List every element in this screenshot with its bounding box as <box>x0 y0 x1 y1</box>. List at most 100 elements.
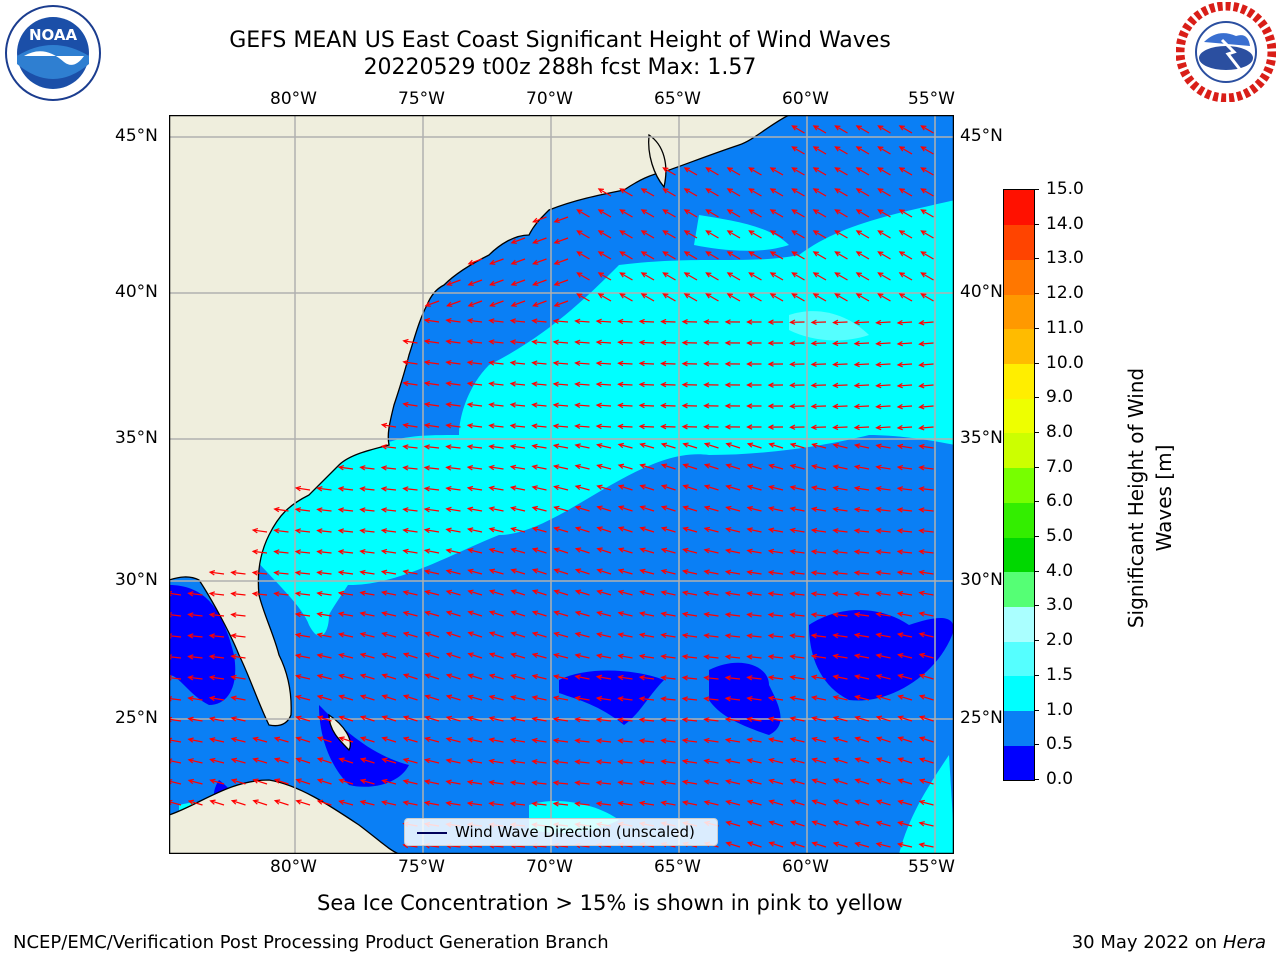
wind-wave-arrowhead <box>423 401 431 408</box>
wind-wave-arrow <box>597 527 612 533</box>
wind-wave-arrowhead <box>488 652 496 658</box>
wind-wave-arrow <box>360 758 375 764</box>
wind-wave-arrowhead <box>466 318 474 324</box>
wind-wave-arrow <box>855 758 870 764</box>
wind-wave-arrowhead <box>748 272 755 278</box>
wind-wave-arrowhead <box>855 251 862 257</box>
wind-wave-arrowhead <box>295 778 302 784</box>
wind-wave-arrowhead <box>683 251 690 257</box>
wind-wave-arrowhead <box>724 403 731 409</box>
wind-wave-arrow <box>532 341 547 344</box>
wind-wave-arrowhead <box>898 251 905 257</box>
wind-wave-arrowhead <box>811 820 818 826</box>
wind-wave-arrowhead <box>553 484 560 491</box>
wind-wave-arrow <box>382 779 397 785</box>
wind-wave-arrow <box>403 550 418 554</box>
wind-wave-arrowhead <box>402 569 409 575</box>
wind-wave-arrowhead <box>810 361 817 368</box>
wind-wave-arrowhead <box>595 780 602 786</box>
wind-wave-arrow <box>360 466 375 470</box>
wind-wave-arrow <box>317 571 332 575</box>
wind-wave-arrow <box>446 361 461 365</box>
lon-label-top: 65°W <box>654 89 701 109</box>
wind-wave-arrowhead <box>338 778 345 784</box>
wind-wave-arrowhead <box>660 611 667 617</box>
wind-wave-arrowhead <box>918 736 926 742</box>
wind-wave-arrowhead <box>855 146 862 152</box>
wind-wave-arrow <box>833 405 848 408</box>
wind-wave-arrowhead <box>337 570 345 576</box>
wind-wave-arrow <box>425 340 440 344</box>
wind-wave-arrow <box>876 571 891 575</box>
wind-wave-arrowhead <box>639 526 646 532</box>
wind-wave-arrow <box>856 125 870 134</box>
wind-wave-arrowhead <box>767 361 774 367</box>
wind-wave-arrow <box>790 613 805 617</box>
wind-wave-arrowhead <box>617 632 624 638</box>
wind-wave-arrow <box>921 167 934 176</box>
wind-wave-arrow <box>835 272 848 281</box>
wind-wave-arrow <box>856 272 870 281</box>
wind-wave-arrow <box>835 230 848 239</box>
wind-wave-arrowhead <box>402 465 409 471</box>
wind-wave-arrowhead <box>875 424 882 431</box>
colorbar-bin <box>1004 745 1034 781</box>
wind-wave-arrowhead <box>510 280 517 286</box>
wind-wave-arrow <box>575 485 590 491</box>
wind-wave-arrowhead <box>423 359 431 366</box>
wind-wave-arrow <box>899 293 913 302</box>
wind-wave-arrowhead <box>445 568 452 575</box>
wind-wave-arrow <box>661 676 676 680</box>
wind-wave-arrow <box>618 739 633 743</box>
wind-wave-arrowhead <box>466 527 474 533</box>
wind-wave-arrowhead <box>812 293 819 299</box>
wind-wave-arrow <box>620 209 633 218</box>
wind-wave-arrowhead <box>832 612 839 618</box>
wind-wave-arrowhead <box>467 652 474 658</box>
wind-wave-arrow <box>856 293 870 302</box>
wind-wave-arrowhead <box>769 293 776 299</box>
wind-wave-arrowhead <box>574 381 581 387</box>
wind-wave-arrowhead <box>724 590 732 597</box>
wind-wave-arrow <box>296 695 311 701</box>
wind-wave-arrowhead <box>746 654 753 660</box>
wind-wave-arrowhead <box>466 423 474 429</box>
wind-wave-arrowhead <box>920 167 927 173</box>
wind-wave-arrowhead <box>769 272 776 278</box>
wind-wave-arrowhead <box>832 757 840 763</box>
colorbar-tick-mark <box>1034 189 1039 190</box>
wind-wave-arrowhead <box>918 632 925 638</box>
wind-wave-arrow <box>878 272 891 281</box>
wind-wave-arrowhead <box>380 590 388 596</box>
wind-wave-arrow <box>640 506 655 512</box>
wind-wave-arrowhead <box>810 506 818 513</box>
wind-wave-arrow <box>274 758 289 764</box>
wind-wave-arrow <box>425 424 440 428</box>
wind-wave-arrowhead <box>724 382 731 388</box>
wind-wave-arrow <box>446 759 461 764</box>
wind-wave-arrowhead <box>724 361 731 367</box>
wind-wave-arrow <box>489 445 504 449</box>
wind-wave-arrowhead <box>445 694 453 700</box>
wind-wave-arrowhead <box>597 230 604 236</box>
wind-wave-arrow <box>792 146 805 155</box>
wind-wave-arrowhead <box>510 695 517 701</box>
wind-wave-arrow <box>899 188 913 197</box>
wind-wave-arrow <box>489 695 504 701</box>
wind-wave-arrowhead <box>918 507 925 513</box>
wind-wave-arrow <box>597 697 612 701</box>
wind-wave-arrowhead <box>681 800 689 806</box>
wind-wave-arrow <box>856 209 870 218</box>
wind-wave-arrowhead <box>767 695 775 702</box>
wind-wave-arrowhead <box>896 464 904 471</box>
wind-wave-arrowhead <box>552 780 559 786</box>
wind-wave-arrowhead <box>423 800 431 806</box>
wind-wave-arrow <box>489 466 504 470</box>
wind-wave-arrowhead <box>423 779 431 785</box>
colorbar-tick-label: 1.0 <box>1046 699 1074 720</box>
wind-wave-arrowhead <box>660 484 668 490</box>
wind-wave-arrowhead <box>574 653 581 659</box>
wind-wave-arrowhead <box>402 590 409 596</box>
wind-wave-arrowhead <box>252 757 259 763</box>
colorbar-tick-label: 7.0 <box>1046 456 1074 477</box>
